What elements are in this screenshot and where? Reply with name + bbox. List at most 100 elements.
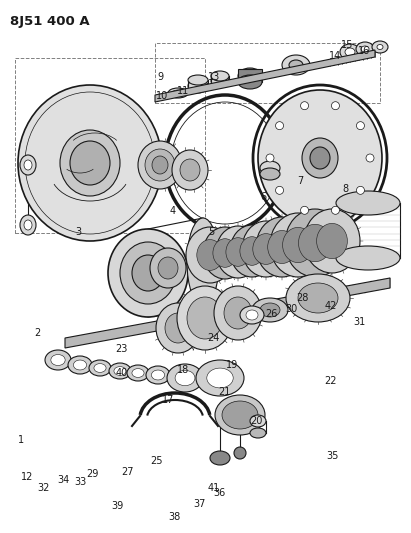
Ellipse shape <box>70 141 110 185</box>
Ellipse shape <box>226 238 250 266</box>
Text: 1: 1 <box>18 435 23 445</box>
Ellipse shape <box>372 41 388 53</box>
Ellipse shape <box>151 370 164 380</box>
Ellipse shape <box>211 71 229 81</box>
Ellipse shape <box>172 90 184 96</box>
Ellipse shape <box>203 227 247 279</box>
Ellipse shape <box>187 297 223 339</box>
Ellipse shape <box>127 365 149 381</box>
Text: 28: 28 <box>296 294 308 303</box>
Text: 40: 40 <box>115 368 127 378</box>
Ellipse shape <box>216 226 260 278</box>
Circle shape <box>366 154 374 162</box>
Text: 8: 8 <box>342 184 348 194</box>
Ellipse shape <box>60 130 120 196</box>
Ellipse shape <box>167 364 203 392</box>
Ellipse shape <box>24 160 32 170</box>
Bar <box>260 162 280 174</box>
Ellipse shape <box>250 415 266 427</box>
Text: 32: 32 <box>37 483 49 492</box>
Ellipse shape <box>108 229 188 317</box>
Text: 13: 13 <box>208 72 220 82</box>
Text: 20: 20 <box>251 416 263 426</box>
Text: 31: 31 <box>353 318 366 327</box>
Ellipse shape <box>270 213 326 277</box>
Ellipse shape <box>298 224 332 262</box>
Text: 15: 15 <box>341 41 353 50</box>
Bar <box>15 58 205 233</box>
Ellipse shape <box>213 239 237 268</box>
Ellipse shape <box>215 395 265 435</box>
Ellipse shape <box>240 306 264 324</box>
Ellipse shape <box>45 350 71 370</box>
Circle shape <box>275 187 284 195</box>
Text: 41: 41 <box>208 483 220 492</box>
Text: 21: 21 <box>218 387 230 397</box>
Ellipse shape <box>120 242 176 304</box>
Ellipse shape <box>152 156 168 174</box>
Ellipse shape <box>302 138 338 178</box>
Ellipse shape <box>242 221 290 277</box>
Text: 16: 16 <box>358 46 370 55</box>
Circle shape <box>300 102 309 110</box>
Text: 10: 10 <box>156 91 169 101</box>
Ellipse shape <box>250 428 266 438</box>
Ellipse shape <box>289 60 303 70</box>
Text: 2: 2 <box>34 328 40 338</box>
Ellipse shape <box>188 75 208 85</box>
Text: 17: 17 <box>162 395 175 405</box>
Ellipse shape <box>356 42 374 56</box>
Text: 42: 42 <box>325 302 337 311</box>
Ellipse shape <box>156 303 200 353</box>
Ellipse shape <box>260 161 280 175</box>
Ellipse shape <box>158 257 178 279</box>
Circle shape <box>331 102 339 110</box>
Ellipse shape <box>238 75 262 89</box>
Text: 5: 5 <box>208 227 215 237</box>
Ellipse shape <box>197 240 223 270</box>
Ellipse shape <box>282 55 310 75</box>
Text: 19: 19 <box>226 360 238 370</box>
Text: 3: 3 <box>75 227 81 237</box>
Text: 22: 22 <box>325 376 337 386</box>
Ellipse shape <box>238 68 262 84</box>
Ellipse shape <box>252 298 288 322</box>
Ellipse shape <box>186 227 234 283</box>
Ellipse shape <box>180 159 200 181</box>
Ellipse shape <box>20 215 36 235</box>
Text: 9: 9 <box>157 72 163 82</box>
Text: 27: 27 <box>121 467 134 477</box>
Text: 12: 12 <box>21 472 33 482</box>
Circle shape <box>266 154 274 162</box>
Ellipse shape <box>377 44 383 50</box>
Ellipse shape <box>336 191 400 215</box>
Ellipse shape <box>132 255 164 291</box>
Ellipse shape <box>316 223 347 259</box>
Polygon shape <box>65 278 390 348</box>
Text: 6: 6 <box>260 192 266 202</box>
Ellipse shape <box>230 225 274 277</box>
Ellipse shape <box>310 147 330 169</box>
Text: 38: 38 <box>169 512 181 522</box>
Ellipse shape <box>224 297 252 329</box>
Ellipse shape <box>336 246 400 270</box>
Circle shape <box>300 206 309 214</box>
Ellipse shape <box>196 360 244 396</box>
Ellipse shape <box>132 369 144 377</box>
Ellipse shape <box>51 354 65 366</box>
Ellipse shape <box>172 150 208 190</box>
Text: 7: 7 <box>297 176 303 186</box>
Ellipse shape <box>253 233 279 264</box>
Bar <box>238 69 262 82</box>
Ellipse shape <box>150 248 186 288</box>
Text: 25: 25 <box>150 456 162 466</box>
Ellipse shape <box>210 451 230 465</box>
Text: 35: 35 <box>327 451 339 461</box>
Ellipse shape <box>260 303 280 317</box>
Text: 39: 39 <box>111 502 123 511</box>
Ellipse shape <box>168 88 188 98</box>
Ellipse shape <box>361 46 369 52</box>
Text: 4: 4 <box>170 206 175 215</box>
Circle shape <box>356 187 365 195</box>
Ellipse shape <box>285 209 345 277</box>
